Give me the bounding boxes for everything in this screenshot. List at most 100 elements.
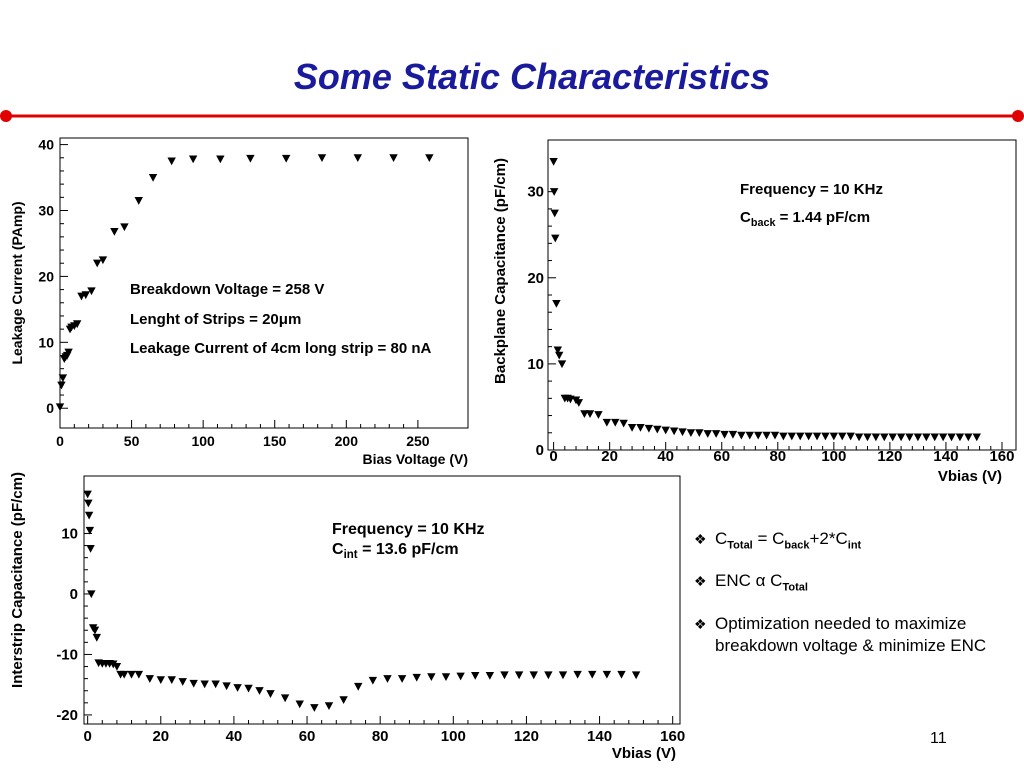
data-point: [695, 429, 704, 437]
data-point: [87, 287, 96, 296]
data-point: [896, 433, 906, 442]
data-point: [711, 430, 721, 438]
data-point: [109, 660, 118, 669]
data-point: [703, 430, 712, 438]
plot-frame: [83, 475, 681, 725]
chart-annotation: Breakdown Voltage = 258 V: [130, 281, 324, 298]
data-point: [602, 418, 612, 427]
data-point: [383, 675, 392, 683]
x-tick-label: 50: [124, 433, 140, 449]
data-point: [686, 429, 696, 437]
y-axis-label: Backplane Capacitance (pF/cm): [492, 158, 509, 384]
diamond-bullet-icon: ❖: [694, 531, 707, 547]
capacitance-annotation: Cint = 13.6 pF/cm: [332, 541, 459, 561]
data-point: [110, 228, 119, 236]
data-point: [644, 424, 654, 433]
data-point: [266, 690, 275, 698]
data-point: [167, 157, 176, 166]
divider-right-dot: [1012, 110, 1024, 122]
data-point: [557, 360, 567, 369]
data-point: [280, 694, 290, 703]
data-point: [246, 154, 255, 163]
x-tick-label: 100: [441, 728, 466, 745]
x-tick-label: 0: [549, 448, 557, 465]
data-point: [529, 671, 538, 680]
data-point: [93, 259, 102, 268]
data-point: [485, 672, 495, 680]
data-point: [720, 430, 729, 439]
data-point: [200, 680, 209, 689]
data-point: [456, 672, 465, 681]
data-point: [310, 704, 319, 712]
data-point: [55, 403, 65, 412]
frequency-annotation: Frequency = 10 KHz: [332, 521, 485, 538]
capacitance-annotation: Cback = 1.44 pF/cm: [740, 209, 870, 229]
data-point: [631, 671, 641, 680]
data-point: [353, 154, 362, 162]
data-point: [972, 433, 981, 442]
y-tick-label: 10: [527, 356, 544, 373]
data-point: [549, 157, 558, 166]
bullet-item: ❖ CTotal = Cback+2*Cint: [694, 529, 862, 552]
y-tick-label: 20: [38, 268, 54, 284]
data-point: [552, 300, 561, 308]
data-point: [397, 675, 407, 683]
bullet-list: ❖ CTotal = Cback+2*Cint ❖ ENC α CTotal ❖ Opti…: [694, 528, 1014, 671]
data-point: [86, 545, 95, 553]
y-tick-label: 0: [46, 400, 54, 416]
data-point: [558, 671, 568, 680]
data-point: [550, 209, 559, 218]
y-tick-label: 0: [536, 442, 544, 459]
data-point: [98, 256, 108, 265]
data-point: [762, 431, 771, 440]
data-point: [611, 418, 620, 427]
x-tick-label: 0: [83, 728, 91, 745]
data-point: [368, 676, 378, 685]
leakage-current-chart: 0 50 100 150 200 250 0 10 20 30 40 Bias Voltage (V)…: [9, 137, 469, 467]
data-point: [255, 687, 264, 695]
data-point: [500, 671, 509, 680]
data-point: [84, 511, 94, 520]
data-point: [233, 684, 242, 692]
data-point: [64, 348, 73, 357]
data-point: [787, 432, 797, 441]
divider-left-dot: [0, 110, 12, 122]
data-point: [888, 433, 897, 442]
data-point: [653, 425, 662, 434]
data-point: [617, 670, 626, 679]
data-point: [189, 679, 198, 688]
y-tick-label: 0: [70, 586, 78, 603]
x-tick-label: 80: [372, 728, 389, 745]
y-tick-label: 10: [38, 334, 54, 350]
data-point: [134, 670, 144, 679]
data-point: [779, 432, 788, 441]
data-point: [211, 680, 220, 689]
y-tick-label: 10: [61, 525, 78, 542]
page-title: Some Static Characteristics: [293, 56, 771, 97]
data-point: [83, 490, 92, 499]
data-point: [72, 320, 82, 329]
chart-annotation: Lenght of Strips = 20μm: [130, 311, 301, 328]
x-tick-label: 100: [821, 448, 846, 465]
x-tick-label: 120: [514, 728, 539, 745]
x-tick-label: 20: [152, 728, 169, 745]
data-point: [127, 670, 136, 679]
data-point: [84, 499, 93, 508]
data-point: [804, 432, 813, 441]
x-tick-label: 100: [191, 433, 215, 449]
x-tick-label: 160: [989, 448, 1014, 465]
data-point: [838, 432, 847, 441]
data-point: [216, 155, 225, 164]
data-point: [90, 626, 100, 635]
data-point: [594, 411, 603, 419]
data-point: [678, 428, 687, 437]
data-point: [87, 590, 96, 599]
data-point: [178, 678, 187, 686]
x-tick-label: 200: [335, 433, 359, 449]
data-point: [134, 197, 143, 205]
diamond-bullet-icon: ❖: [694, 573, 707, 590]
data-point: [317, 154, 327, 162]
data-point: [156, 676, 165, 685]
diamond-bullet-icon: ❖: [694, 615, 707, 632]
data-point: [57, 381, 66, 390]
